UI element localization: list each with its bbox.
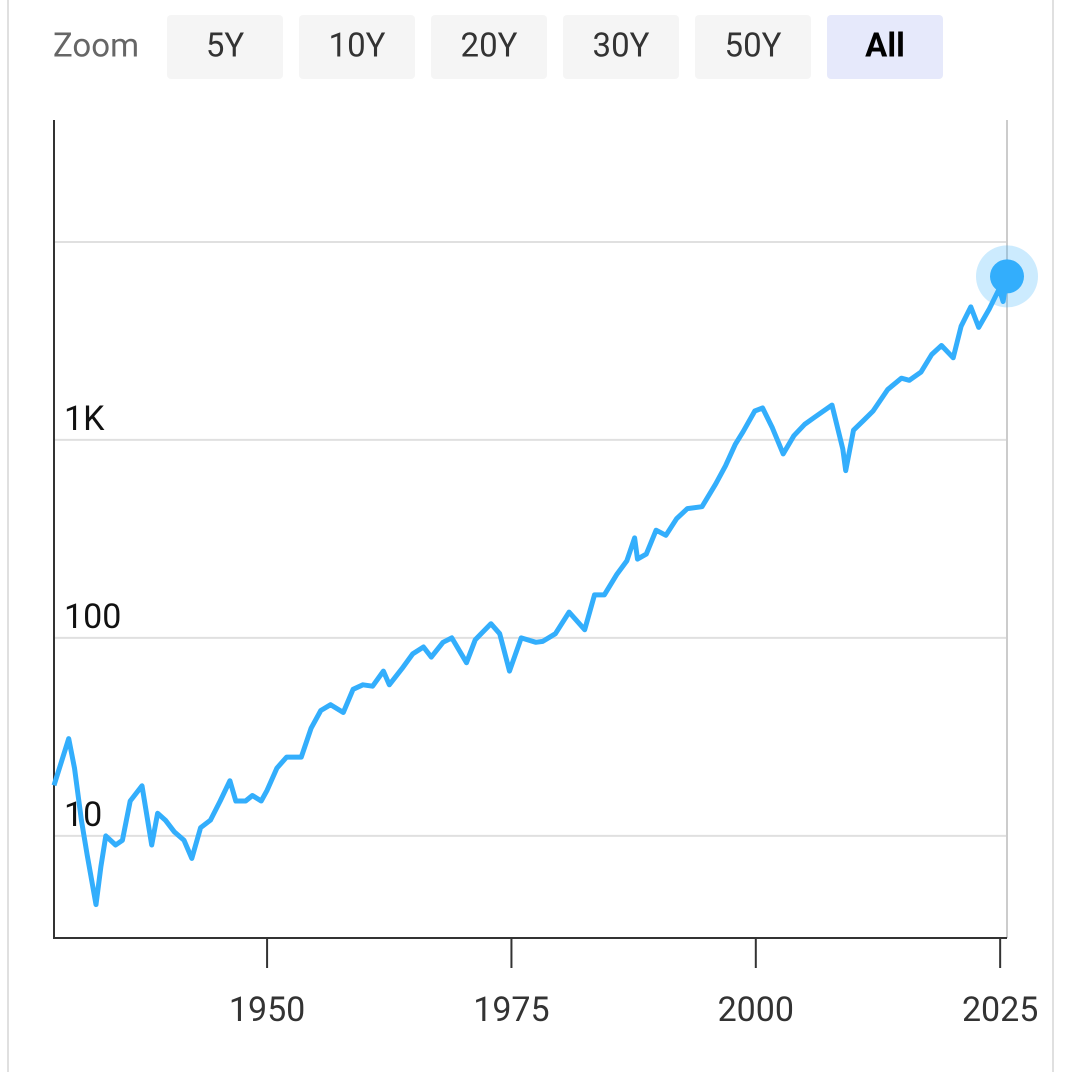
y-tick-label: 1K: [64, 399, 105, 439]
zoom-label: Zoom: [53, 27, 139, 66]
zoom-button-label[interactable]: 20Y: [461, 27, 518, 66]
zoom-button[interactable]: [431, 15, 547, 79]
zoom-button[interactable]: [299, 15, 415, 79]
zoom-button-label[interactable]: All: [865, 27, 905, 66]
end-point: [990, 259, 1024, 294]
zoom-button[interactable]: [695, 15, 811, 79]
zoom-button[interactable]: [167, 15, 283, 79]
zoom-button[interactable]: [827, 15, 943, 79]
zoom-button-label[interactable]: 10Y: [329, 27, 386, 66]
x-tick-label: 1950: [229, 990, 305, 1030]
line: [51, 276, 1010, 908]
zoom-button-label[interactable]: 30Y: [593, 27, 650, 66]
x-tick-label: 1975: [473, 990, 549, 1030]
zoom-button-label[interactable]: 50Y: [725, 27, 782, 66]
zoom-button[interactable]: [563, 15, 679, 79]
x-tick-label: 2025: [962, 990, 1038, 1030]
x-tick-label: 2000: [718, 990, 794, 1030]
y-tick-label: 100: [64, 597, 121, 637]
zoom-button-label[interactable]: 5Y: [206, 27, 245, 66]
